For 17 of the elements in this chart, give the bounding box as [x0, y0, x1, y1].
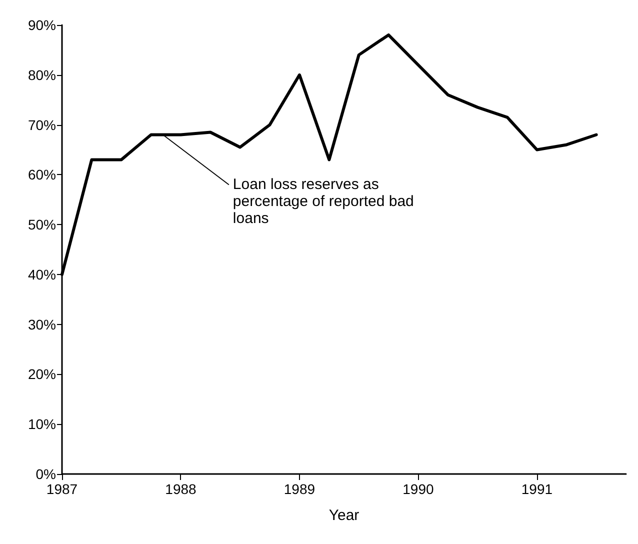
y-tick-label: 20% — [28, 366, 56, 382]
x-tick-label: 1990 — [402, 481, 434, 497]
x-axis-title: Year — [328, 507, 360, 524]
x-tick-label: 1987 — [46, 481, 78, 497]
x-tick-label: 1989 — [284, 481, 316, 497]
y-tick-label: 90% — [28, 17, 56, 33]
y-tick-label: 50% — [28, 216, 56, 233]
y-tick-label: 10% — [28, 416, 56, 432]
x-tick-label: 1988 — [165, 481, 197, 497]
y-tick-label: 0% — [36, 466, 56, 482]
annotation: Loan loss reserves as percentage of reported bad loans — [232, 176, 418, 227]
x-tick-label: 1991 — [521, 481, 553, 497]
y-tick-label: 80% — [28, 66, 56, 83]
y-tick-label: 60% — [28, 166, 56, 183]
y-tick-label: 70% — [28, 116, 56, 133]
y-tick-label: 40% — [28, 266, 56, 282]
y-tick-label: 30% — [28, 316, 56, 332]
